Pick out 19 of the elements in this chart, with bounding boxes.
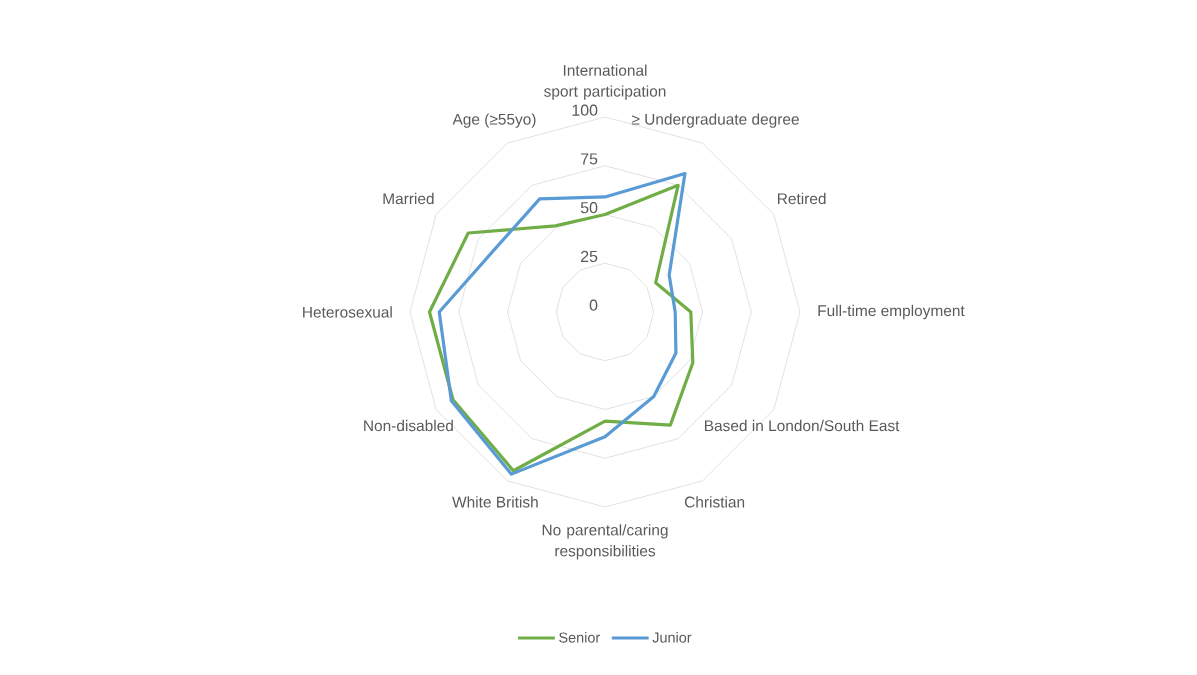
y-tick-label: 25 [581, 250, 598, 263]
spoke-label: Christian [684, 496, 745, 508]
y-tick-label: 75 [581, 153, 598, 165]
spoke-label: Married [383, 192, 434, 205]
spoke-label: Non-disabled [364, 419, 453, 432]
spoke-label: White British [452, 496, 538, 508]
spoke-label: Full-time employment [818, 304, 965, 320]
spoke-label: No parental/caring responsibilities [542, 524, 668, 560]
y-tick-label: 100 [572, 104, 598, 116]
y-tick-label: 50 [580, 202, 598, 214]
y-tick-label: 0 [589, 299, 598, 311]
spoke-label: Retired [778, 192, 826, 205]
spoke-label: ≥ Undergraduate degree [631, 113, 799, 128]
spoke-label: Based in London/South East [705, 419, 900, 432]
legend-label: Junior [652, 632, 692, 643]
spoke-label: Heterosexual [303, 306, 392, 318]
spoke-label: International sport participation [544, 64, 666, 100]
legend-label: Senior [559, 632, 600, 643]
spoke-label: Age (≥55yo) [452, 113, 536, 128]
